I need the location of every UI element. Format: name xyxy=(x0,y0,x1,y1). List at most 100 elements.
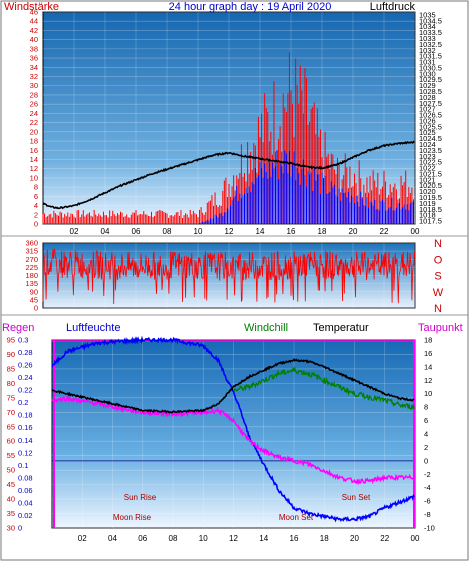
bottom-series xyxy=(51,335,415,528)
top-right-tick-label: 1027.5 xyxy=(419,99,442,108)
top-x-tick-label: 16 xyxy=(287,227,296,236)
top-left-tick-label: 40 xyxy=(30,35,38,44)
label-taupunkt: Taupunkt xyxy=(418,322,463,334)
top-x-tick-label: 12 xyxy=(225,227,234,236)
top-right-tick-label: 1020.5 xyxy=(419,181,442,190)
top-right-tick-label: 1031 xyxy=(419,58,436,67)
humidity-tick-label: 50 xyxy=(7,466,15,475)
humidity-tick-label: 55 xyxy=(7,451,15,460)
top-left-tick-label: 18 xyxy=(30,137,38,146)
mid-left-tick-label: 0 xyxy=(34,304,38,313)
top-right-tick-label: 1032 xyxy=(419,46,436,55)
top-right-tick-label: 1025.5 xyxy=(419,122,442,131)
top-right-tick-label: 1020 xyxy=(419,187,436,196)
top-left-tick-label: 8 xyxy=(34,183,38,192)
top-right-tick-label: 1032.5 xyxy=(419,40,442,49)
rain-tick-label: 0.04 xyxy=(18,498,33,507)
temperature-line xyxy=(51,358,415,414)
rain-tick-label: 0.12 xyxy=(18,448,33,457)
humidity-tick-label: 85 xyxy=(7,364,15,373)
humidity-line xyxy=(51,335,415,523)
top-right-tick-label: 1029.5 xyxy=(419,75,442,84)
rain-tick-label: 0.06 xyxy=(18,486,33,495)
humidity-tick-label: 75 xyxy=(7,393,15,402)
mid-left-tick-label: 360 xyxy=(25,239,38,248)
pressure-line xyxy=(42,140,415,210)
top-right-tick-label: 1026.5 xyxy=(419,111,442,120)
rain-tick-label: 0.02 xyxy=(18,511,33,520)
humidity-tick-label: 70 xyxy=(7,408,15,417)
top-series xyxy=(42,52,415,224)
rain-tick-label: 0.08 xyxy=(18,473,33,482)
humidity-tick-label: 40 xyxy=(7,495,15,504)
compass-label: N xyxy=(434,238,442,250)
temp-tick-label: 0 xyxy=(424,456,428,465)
top-right-tick-label: 1023 xyxy=(419,152,436,161)
mid-left-tick-label: 180 xyxy=(25,271,38,280)
compass-label: N xyxy=(434,303,442,315)
temp-tick-label: 12 xyxy=(424,376,432,385)
top-right-tick-label: 1027 xyxy=(419,105,436,114)
chart-title: 24 hour graph day : 19 April 2020 xyxy=(169,1,332,13)
event-moon-rise: Moon Rise xyxy=(113,513,152,522)
rain-tick-label: 0.24 xyxy=(18,373,33,382)
temp-tick-label: 14 xyxy=(424,362,432,371)
top-right-tick-label: 1034 xyxy=(419,22,436,31)
wind-direction-line xyxy=(42,247,416,305)
top-x-tick-label: 10 xyxy=(194,227,203,236)
top-right-tick-label: 1033.5 xyxy=(419,28,442,37)
bottom-plot-area xyxy=(51,339,416,529)
humidity-tick-label: 45 xyxy=(7,480,15,489)
bottom-x-tick-label: 06 xyxy=(138,534,147,543)
top-right-tick-label: 1018 xyxy=(419,211,436,220)
temp-tick-label: -4 xyxy=(424,483,431,492)
rain-tick-label: 0.14 xyxy=(18,436,33,445)
mid-left-tick-label: 315 xyxy=(25,247,38,256)
top-x-tick-label: 04 xyxy=(101,227,110,236)
top-x-tick-label: 06 xyxy=(132,227,141,236)
humidity-tick-label: 65 xyxy=(7,422,15,431)
top-right-tick-label: 1023.5 xyxy=(419,146,442,155)
top-left-tick-label: 4 xyxy=(34,201,38,210)
bottom-ticks: 303540455055606570758085909500.020.040.0… xyxy=(7,336,435,544)
humidity-tick-label: 60 xyxy=(7,437,15,446)
humidity-tick-label: 35 xyxy=(7,509,15,518)
temp-tick-label: 10 xyxy=(424,389,432,398)
top-ticks: 0246810121416182022242628303234363840424… xyxy=(30,8,442,237)
top-left-tick-label: 2 xyxy=(34,210,38,219)
top-right-tick-label: 1030 xyxy=(419,69,436,78)
windchill-line xyxy=(233,366,415,411)
bottom-x-tick-label: 12 xyxy=(229,534,238,543)
rain-tick-label: 0.3 xyxy=(18,336,28,345)
top-right-tick-label: 1022 xyxy=(419,164,436,173)
mid-left-tick-label: 45 xyxy=(30,295,38,304)
top-grid xyxy=(43,11,416,225)
top-x-tick-label: 20 xyxy=(349,227,358,236)
mid-left-tick-label: 135 xyxy=(25,279,38,288)
top-right-tick-label: 1024.5 xyxy=(419,134,442,143)
temp-tick-label: -10 xyxy=(424,524,435,533)
top-left-tick-label: 36 xyxy=(30,54,38,63)
top-left-tick-label: 6 xyxy=(34,192,38,201)
rain-tick-label: 0.26 xyxy=(18,361,33,370)
top-right-tick-label: 1022.5 xyxy=(419,158,442,167)
humidity-tick-label: 30 xyxy=(7,524,15,533)
top-right-tick-label: 1034.5 xyxy=(419,16,442,25)
temp-tick-label: -8 xyxy=(424,510,431,519)
top-left-tick-label: 20 xyxy=(30,127,38,136)
top-right-tick-label: 1031.5 xyxy=(419,52,442,61)
top-right-tick-label: 1035 xyxy=(419,10,436,19)
top-x-tick-label: 02 xyxy=(70,227,79,236)
bottom-x-tick-label: 08 xyxy=(169,534,178,543)
rain-tick-label: 0 xyxy=(18,524,22,533)
top-right-tick-label: 1019 xyxy=(419,199,436,208)
top-x-tick-label: 18 xyxy=(318,227,327,236)
mid-left-tick-label: 90 xyxy=(30,287,38,296)
top-right-tick-label: 1019.5 xyxy=(419,193,442,202)
label-windstaerke: Windstärke xyxy=(4,1,59,13)
mid-left-tick-label: 270 xyxy=(25,255,38,264)
top-left-tick-label: 44 xyxy=(30,17,38,26)
